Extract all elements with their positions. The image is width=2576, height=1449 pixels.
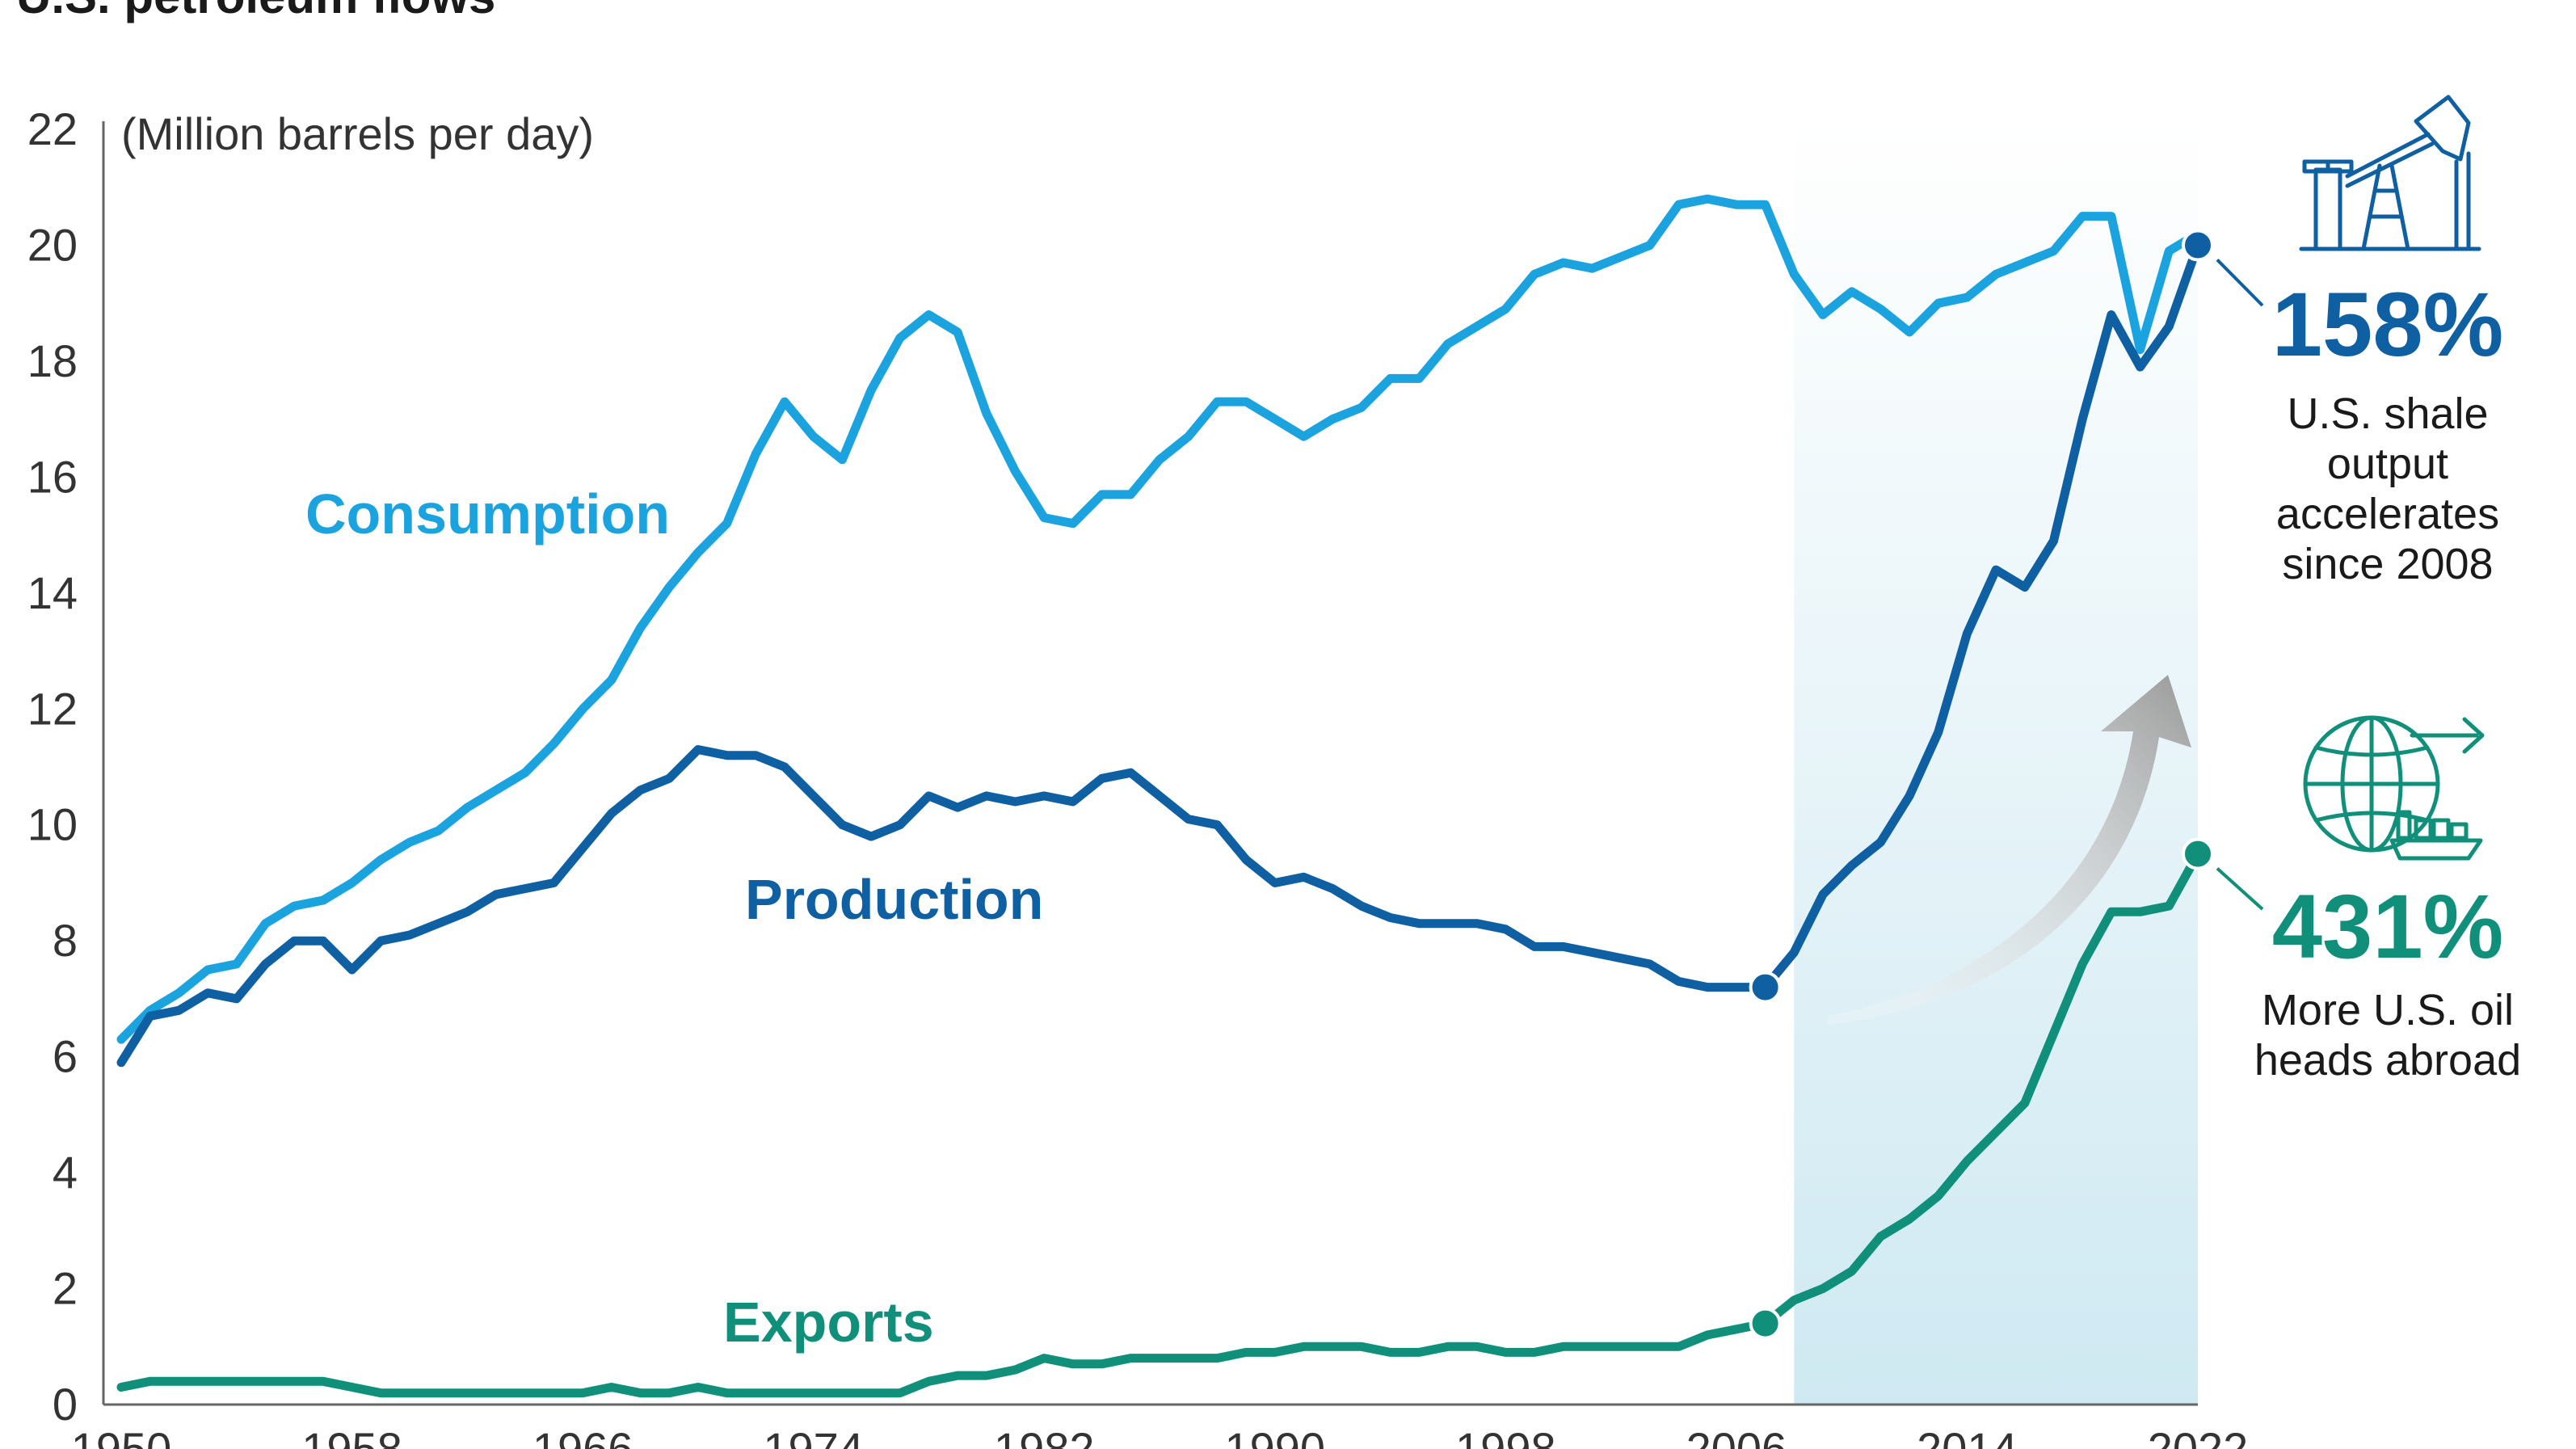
x-tick-label: 1998 (1455, 1423, 1556, 1449)
series-label-production: Production (745, 868, 1043, 931)
globe-ship-icon (2303, 715, 2485, 861)
y-tick-label: 0 (53, 1379, 78, 1430)
callout-note-line: More U.S. oil (2262, 986, 2514, 1034)
y-tick-label: 18 (27, 335, 78, 386)
y-tick-label: 4 (53, 1147, 78, 1198)
x-tick-label: 1950 (71, 1423, 172, 1449)
x-tick-label: 2006 (1686, 1423, 1787, 1449)
y-tick-label: 6 (53, 1031, 78, 1082)
y-tick-label: 8 (53, 915, 78, 966)
y-tick-label: 20 (27, 219, 78, 270)
y-tick-label: 22 (27, 103, 78, 154)
series-label-consumption: Consumption (305, 482, 670, 545)
x-tick-label: 2022 (2148, 1423, 2249, 1449)
callout-connector-shale (2216, 259, 2264, 307)
y-tick-label: 2 (53, 1263, 78, 1314)
y-tick-labels: 0 2 4 6 8 10 12 14 16 18 20 22 (27, 103, 78, 1430)
callout-connector-exports (2216, 867, 2264, 911)
y-tick-label: 16 (27, 451, 78, 502)
x-tick-label: 1958 (301, 1423, 402, 1449)
y-tick-label: 10 (27, 799, 78, 850)
callout-note-line: U.S. shale (2287, 390, 2488, 438)
series-line-consumption (116, 194, 2203, 1044)
series-lines (116, 194, 2203, 1398)
x-tick-label: 1974 (763, 1423, 864, 1449)
series-line-exports (116, 849, 2203, 1398)
oil-pump-icon (2299, 95, 2481, 251)
callout-note-line: heads abroad (2254, 1036, 2521, 1085)
y-axis-label: (Million barrels per day) (121, 108, 594, 159)
marker-exports-2022 (2182, 837, 2214, 870)
series-markers (1749, 229, 2214, 1340)
callout-note-line: since 2008 (2282, 540, 2493, 588)
x-tick-labels: 1950 1958 1966 1974 1982 1990 1998 2006 2014 2022 (71, 1423, 2249, 1449)
callout-note-shale: U.S. shale output accelerates since 2008 (2276, 390, 2499, 588)
x-tick-label: 1966 (532, 1423, 633, 1449)
callout-note-exports: More U.S. oil heads abroad (2254, 986, 2521, 1085)
x-tick-label: 2014 (1917, 1423, 2018, 1449)
growth-arrow (1828, 675, 2191, 1025)
series-label-exports: Exports (723, 1291, 934, 1354)
callout-value-exports: 431% (2272, 876, 2503, 977)
marker-production-2007 (1749, 971, 1782, 1004)
callout-note-line: output (2327, 440, 2448, 488)
x-tick-label: 1990 (1224, 1423, 1325, 1449)
chart-title: U.S. petroleum flows (16, 0, 495, 23)
series-line-production (116, 241, 2203, 1068)
y-tick-label: 14 (27, 567, 78, 618)
y-tick-label: 12 (27, 683, 78, 734)
marker-exports-2007 (1749, 1307, 1782, 1340)
callout-note-line: accelerates (2276, 490, 2499, 538)
x-tick-label: 1982 (994, 1423, 1095, 1449)
marker-production-2022 (2182, 229, 2214, 262)
callout-value-shale: 158% (2272, 274, 2503, 375)
